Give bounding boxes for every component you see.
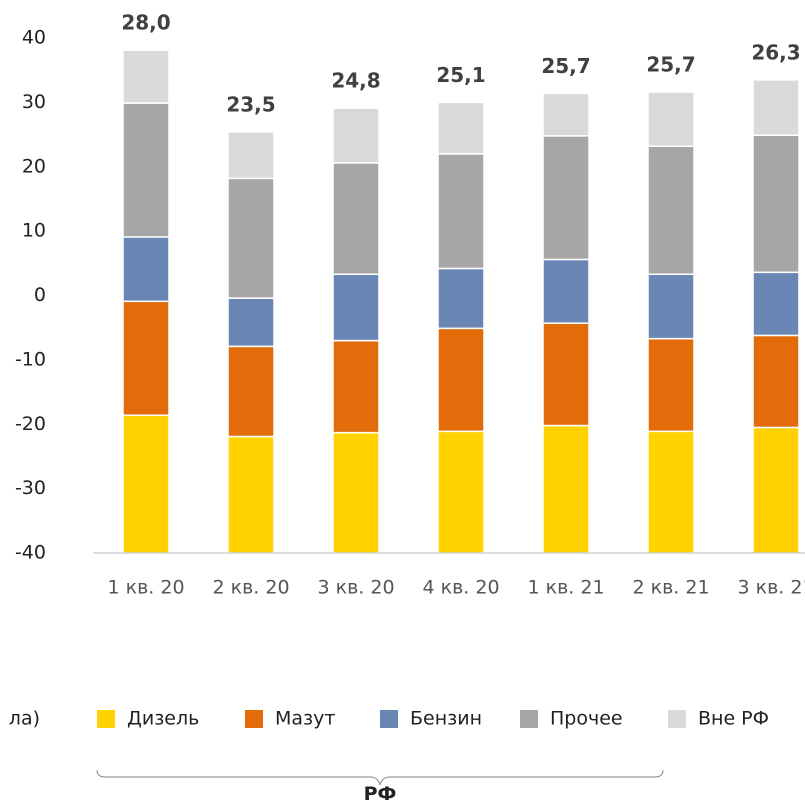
total-label: 25,7	[541, 54, 590, 78]
legend-swatch	[245, 710, 263, 728]
bar-segment	[227, 177, 275, 299]
legend-label: Бензин	[410, 708, 482, 730]
y-tick-label: -40	[15, 542, 46, 564]
legend-swatch	[380, 710, 398, 728]
bar-segment	[542, 424, 590, 554]
bar-segment	[332, 431, 380, 554]
bar-segment	[332, 339, 380, 434]
bar-segment	[752, 271, 800, 337]
y-tick-label: -10	[15, 348, 46, 370]
total-label: 25,7	[646, 53, 695, 77]
y-tick-label: 40	[22, 27, 46, 49]
bar-segment	[647, 145, 695, 276]
x-tick-label: 3 кв. 20	[317, 577, 394, 599]
x-tick-label: 1 кв. 21	[527, 577, 604, 599]
bar-segment	[647, 91, 695, 147]
bar-segment	[227, 297, 275, 348]
x-tick-label: 3 кв. 21	[737, 577, 805, 599]
bar-segment	[647, 337, 695, 433]
bar-segment	[122, 414, 170, 554]
x-tick-label: 4 кв. 20	[422, 577, 499, 599]
legend-label: Вне РФ	[698, 708, 769, 730]
bar-segment	[122, 236, 170, 303]
bar-segment	[752, 79, 800, 136]
bar-segment	[122, 49, 170, 104]
legend-label: Прочее	[550, 708, 623, 730]
bar-segment	[227, 435, 275, 554]
y-tick-label: -20	[15, 413, 46, 435]
bar-segment	[227, 131, 275, 180]
bar-segment	[542, 322, 590, 427]
bar-segment	[437, 267, 485, 330]
y-tick-label: 20	[22, 155, 46, 177]
bar-segment	[542, 258, 590, 324]
bar-segment	[122, 300, 170, 416]
bar-segment	[332, 162, 380, 276]
y-tick-label: 30	[22, 91, 46, 113]
bar-segment	[752, 426, 800, 554]
legend-brace	[96, 769, 664, 786]
bar-segment	[227, 345, 275, 438]
legend-label: Дизель	[127, 708, 199, 730]
x-tick-label: 1 кв. 20	[107, 577, 184, 599]
x-tick-label: 2 кв. 20	[212, 577, 289, 599]
legend-swatch	[668, 710, 686, 728]
bar-segment	[752, 134, 800, 274]
bar-segment	[122, 102, 170, 238]
bar-segment	[752, 334, 800, 429]
bar-segment	[647, 273, 695, 340]
total-label: 24,8	[331, 69, 380, 93]
x-tick-label: 2 кв. 21	[632, 577, 709, 599]
y-tick-label: 10	[22, 220, 46, 242]
total-label: 25,1	[436, 63, 485, 87]
y-tick-label: 0	[34, 284, 46, 306]
total-label: 26,3	[751, 40, 800, 64]
legend-prefix: ла)	[9, 708, 40, 730]
bar-segment	[332, 107, 380, 164]
legend-label: Мазут	[275, 708, 335, 730]
total-label: 28,0	[121, 11, 170, 35]
brace-label: РФ	[364, 783, 397, 801]
bar-segment	[647, 430, 695, 554]
legend-swatch	[520, 710, 538, 728]
bar-segment	[437, 153, 485, 270]
y-tick-label: -30	[15, 477, 46, 499]
bar-segment	[437, 327, 485, 433]
total-label: 23,5	[226, 92, 275, 116]
bar-segment	[332, 273, 380, 342]
bar-segment	[437, 101, 485, 155]
legend-swatch	[97, 710, 115, 728]
bar-segment	[542, 135, 590, 261]
bar-segment	[437, 430, 485, 554]
bar-segment	[542, 92, 590, 137]
